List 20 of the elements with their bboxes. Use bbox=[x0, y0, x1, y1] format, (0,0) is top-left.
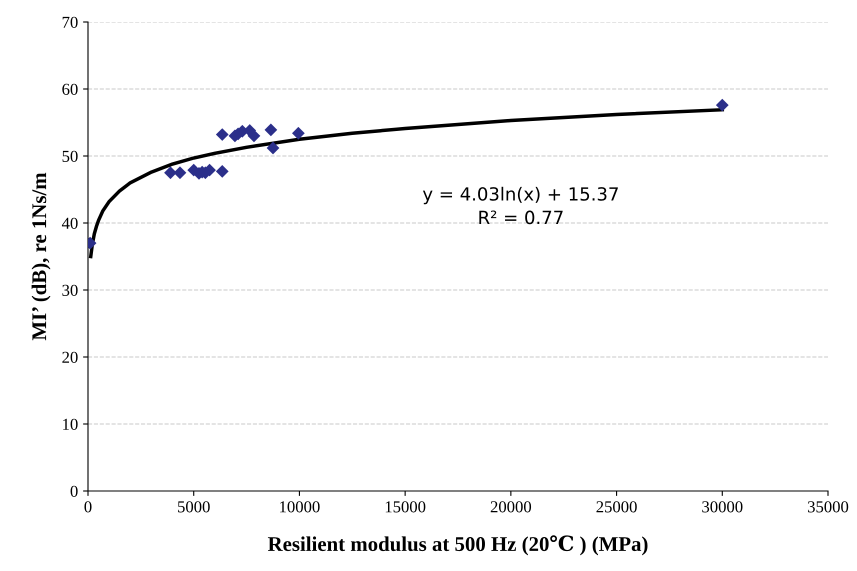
y-tick-label: 60 bbox=[62, 84, 78, 95]
y-tick-label: 0 bbox=[70, 486, 78, 497]
y-tick-label: 50 bbox=[62, 150, 78, 162]
x-tick-label: 25000 bbox=[596, 501, 637, 512]
y-tick-label: 10 bbox=[63, 418, 78, 430]
y-tick-label: 70 bbox=[62, 16, 78, 28]
x-tick-label: 30000 bbox=[702, 501, 742, 512]
y-axis-title: MI’ (dB), re 1Ns/m bbox=[32, 172, 50, 340]
x-tick-label: 0 bbox=[84, 501, 92, 512]
annotation: y = 4.03ln(x) + 15.37 bbox=[422, 186, 618, 204]
y-tick-label: 30 bbox=[62, 284, 78, 296]
x-tick-label: 35000 bbox=[808, 501, 848, 512]
annotation: R² = 0.77 bbox=[479, 210, 563, 224]
x-axis-title: Resilient modulus at 500 Hz (20℃ ) (MPa) bbox=[268, 535, 648, 556]
y-tick-label: 20 bbox=[62, 352, 78, 363]
x-tick-label: 20000 bbox=[490, 501, 532, 512]
y-tick-label: 40 bbox=[62, 218, 78, 229]
x-tick-label: 15000 bbox=[386, 501, 426, 512]
x-tick-label: 5000 bbox=[178, 501, 210, 512]
x-tick-label: 10000 bbox=[280, 501, 320, 512]
